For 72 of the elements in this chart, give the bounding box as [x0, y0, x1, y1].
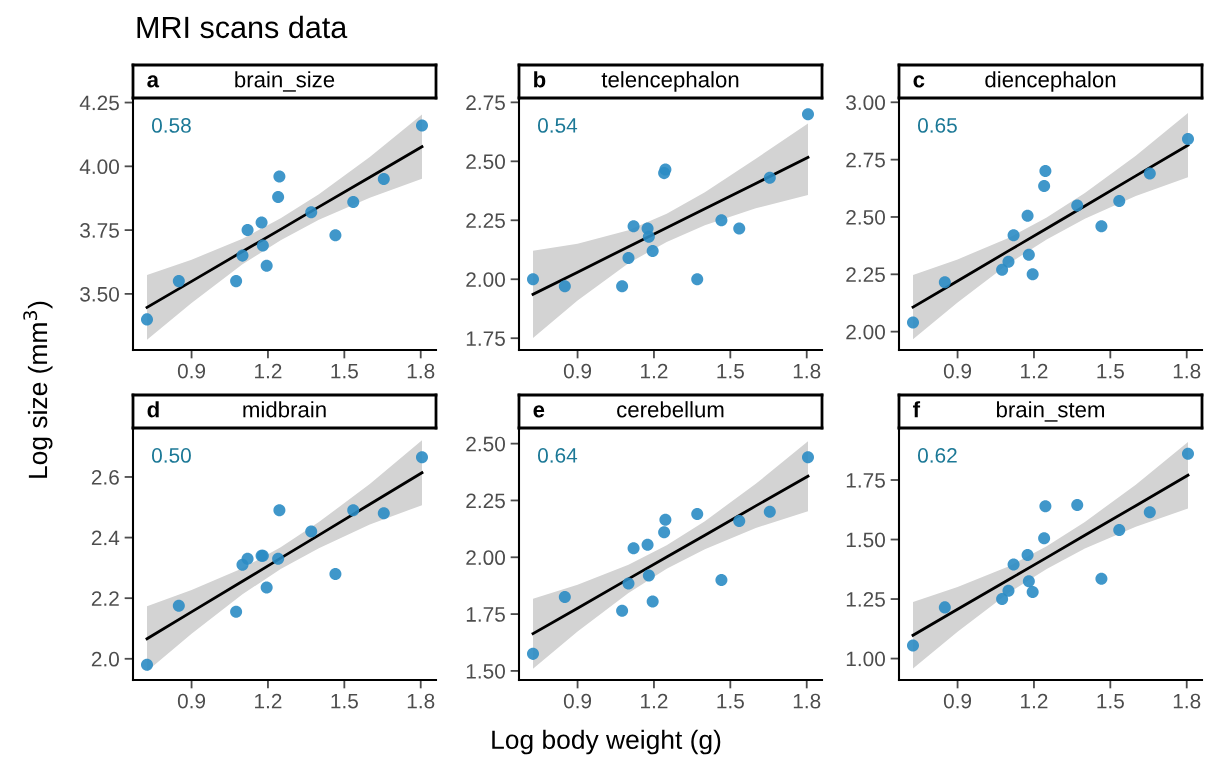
x-tick-label: 1.5 — [717, 363, 744, 379]
x-tick-label: 1.8 — [407, 363, 435, 379]
y-tick-label: 2.25 — [466, 213, 505, 229]
x-tick-label: 1.2 — [641, 363, 668, 379]
chart-subtitle: diencephalon — [985, 71, 1116, 92]
x-tick-label: 0.9 — [943, 693, 972, 709]
y-tick-label: 3.75 — [80, 223, 119, 238]
chart-subtitle: brain_size — [235, 71, 335, 92]
x-tick-label: 1.8 — [793, 363, 821, 379]
y-tick-label: 1.50 — [846, 532, 885, 548]
chart-subtitle: cerebellum — [617, 401, 724, 418]
y-tick-label: 2.00 — [846, 324, 885, 340]
y-tick-label: 3.00 — [846, 95, 885, 111]
annotation: 0.54 — [537, 118, 578, 133]
y-tick-label: 1.00 — [846, 651, 885, 667]
x-tick-label: 1.5 — [331, 693, 358, 709]
y-tick-label: 2.00 — [466, 272, 505, 287]
text: e — [533, 405, 545, 418]
annotation: 0.65 — [917, 118, 957, 133]
y-tick-label: 2.75 — [846, 152, 885, 168]
x-axis-title: Log body weight (g) — [492, 729, 721, 755]
y-tick-label: 2.2 — [91, 591, 119, 606]
text: c — [913, 75, 925, 88]
y-tick-label: 2.25 — [466, 493, 505, 509]
x-tick-label: 1.8 — [1173, 693, 1201, 709]
annotation: 0.58 — [151, 118, 191, 133]
x-tick-label: 1.2 — [255, 363, 282, 379]
x-tick-label: 1.8 — [793, 693, 821, 709]
chart-title: MRI scans data — [137, 15, 348, 39]
text: a — [147, 75, 160, 88]
x-tick-label: 0.9 — [563, 693, 592, 709]
annotation: 0.62 — [917, 448, 957, 463]
y-tick-label: 3.50 — [80, 286, 119, 302]
x-tick-label: 0.9 — [943, 363, 972, 379]
y-tick-label: 1.75 — [466, 607, 505, 622]
x-tick-label: 1.5 — [1097, 693, 1124, 709]
x-tick-label: 1.2 — [1021, 693, 1048, 709]
y-tick-label: 2.4 — [91, 530, 120, 546]
annotation: 0.50 — [151, 448, 191, 463]
annotation: 0.64 — [537, 448, 578, 463]
y-tick-label: 2.6 — [91, 469, 119, 485]
y-tick-label: 1.75 — [846, 473, 885, 488]
x-tick-label: 0.9 — [563, 363, 592, 379]
x-tick-label: 0.9 — [177, 693, 206, 709]
x-tick-label: 1.5 — [717, 693, 744, 709]
y-tick-label: 2.25 — [846, 267, 885, 283]
x-tick-label: 1.2 — [1021, 363, 1048, 379]
y-axis-title: Log size (mm$^{3}$) — [23, 301, 53, 478]
y-tick-label: 2.50 — [846, 209, 885, 225]
x-tick-label: 1.5 — [331, 363, 358, 379]
y-tick-label: 2.50 — [466, 436, 505, 452]
y-tick-label: 4.00 — [79, 159, 119, 175]
x-tick-label: 1.2 — [255, 693, 282, 709]
y-tick-label: 1.50 — [466, 663, 505, 679]
y-tick-label: 1.25 — [846, 592, 885, 607]
text: f — [913, 401, 921, 418]
y-tick-label: 1.75 — [466, 331, 505, 346]
text: b — [534, 71, 546, 88]
y-tick-label: 2.0 — [91, 651, 119, 667]
x-tick-label: 0.9 — [177, 363, 206, 379]
x-tick-label: 1.8 — [1173, 363, 1201, 379]
x-tick-label: 1.2 — [641, 693, 668, 709]
y-tick-label: 4.25 — [79, 95, 119, 111]
y-tick-label: 2.50 — [466, 154, 505, 170]
y-tick-label: 2.75 — [466, 95, 505, 111]
chart-subtitle: brain_stem — [996, 401, 1104, 422]
chart-subtitle: telencephalon — [601, 71, 739, 92]
x-tick-label: 1.5 — [1097, 363, 1124, 379]
x-tick-label: 1.8 — [407, 693, 435, 709]
y-tick-label: 2.00 — [466, 550, 505, 566]
chart-subtitle: midbrain — [243, 401, 326, 418]
text: d — [147, 401, 159, 418]
